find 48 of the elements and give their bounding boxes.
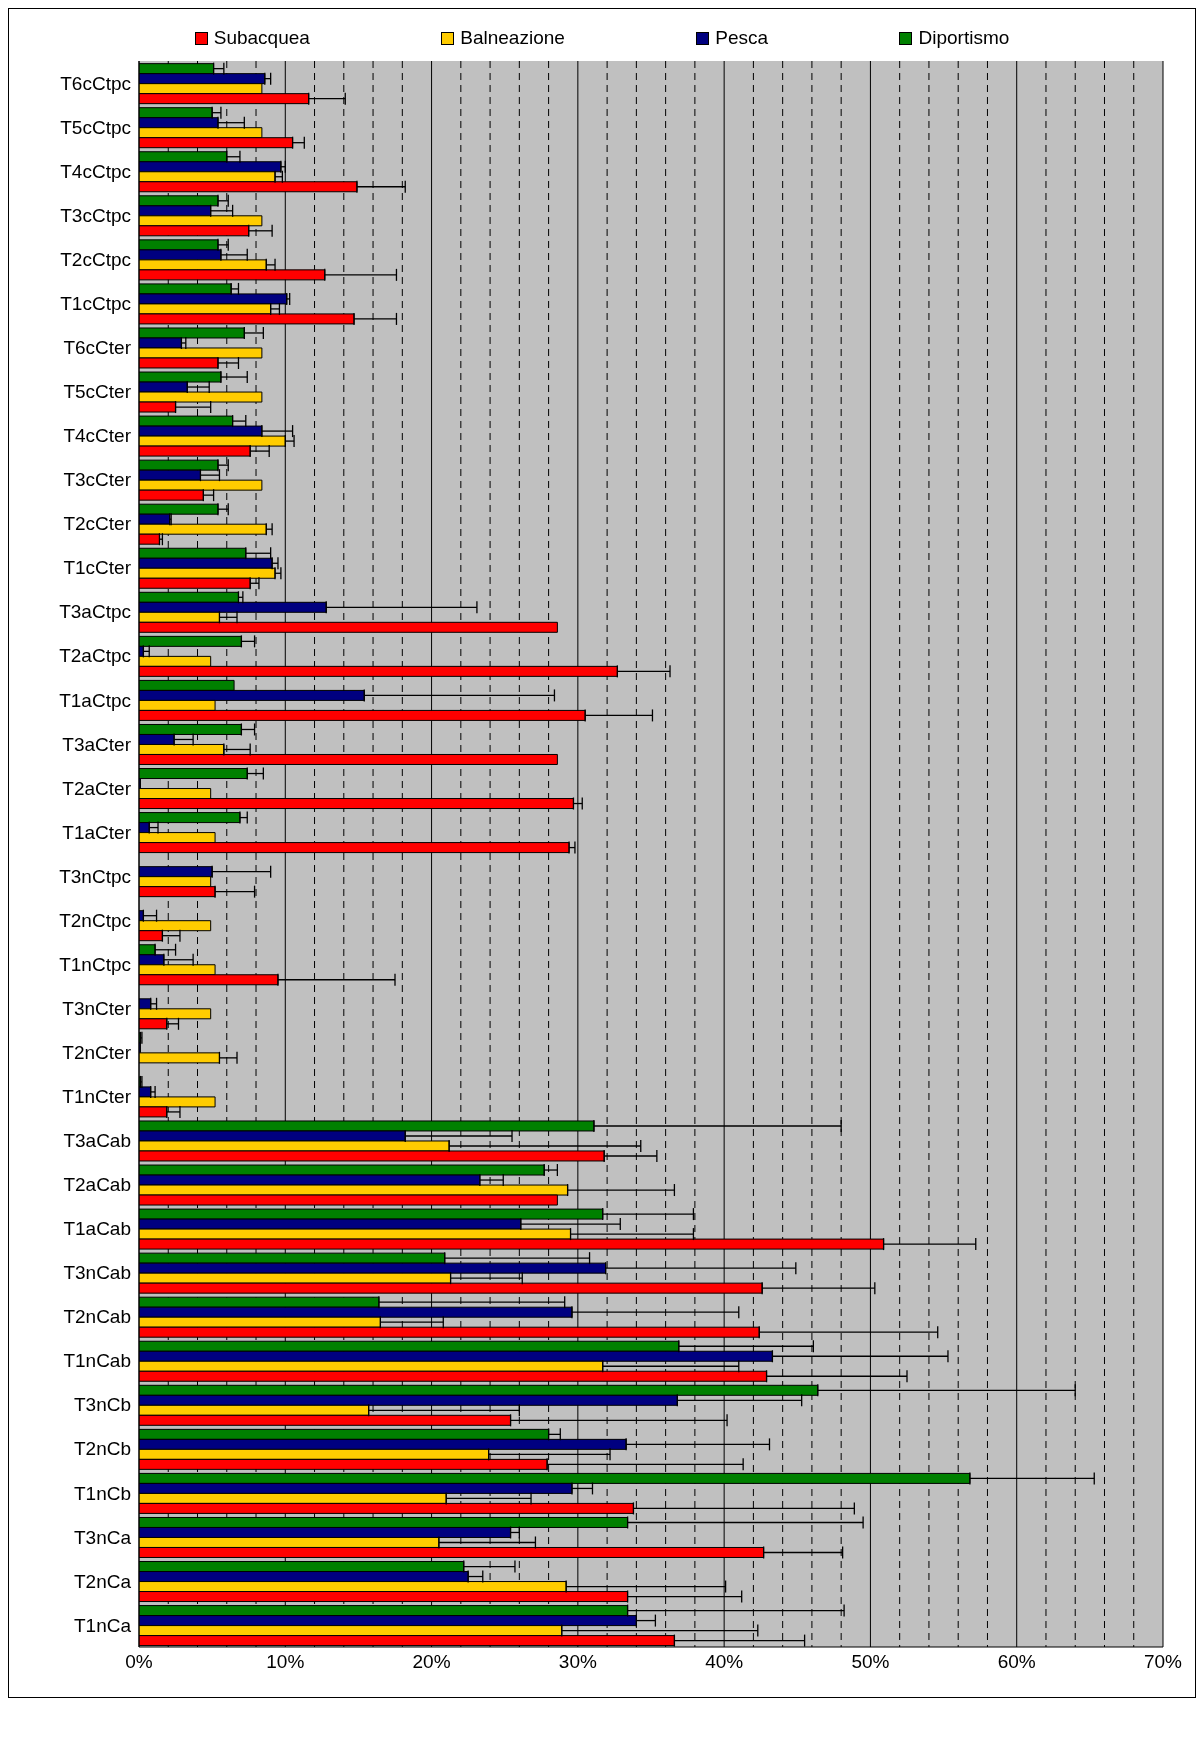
y-tick-label: T2cCter bbox=[63, 513, 132, 535]
x-tick-label: 40% bbox=[705, 1651, 744, 1673]
legend-label: Subacquea bbox=[213, 27, 310, 49]
y-tick-label: T1aCter bbox=[62, 821, 132, 843]
y-tick-label: T3cCtpc bbox=[60, 204, 131, 226]
y-tick-label: T2aCtpc bbox=[59, 645, 131, 667]
x-tick-label: 70% bbox=[1143, 1651, 1183, 1673]
y-tick-label: T2cCtpc bbox=[60, 248, 131, 270]
y-tick-label: T3aCter bbox=[62, 733, 132, 755]
y-tick-label: T1aCtpc bbox=[59, 689, 131, 711]
y-tick-label: T2aCab bbox=[63, 1174, 131, 1196]
x-tick-label: 30% bbox=[558, 1651, 597, 1673]
x-tick-label: 60% bbox=[997, 1651, 1036, 1673]
y-tick-label: T1nCtpc bbox=[59, 953, 131, 975]
legend-label: Diportismo bbox=[918, 27, 1010, 49]
x-tick-label: 10% bbox=[266, 1651, 305, 1673]
y-tick-label: T6cCtpc bbox=[60, 72, 131, 94]
y-tick-label: T1nCa bbox=[73, 1614, 132, 1636]
y-tick-label: T4cCter bbox=[63, 425, 132, 447]
y-tick-label: T1nCab bbox=[63, 1350, 131, 1372]
y-tick-label: T3nCb bbox=[73, 1394, 131, 1416]
legend-label: Pesca bbox=[715, 27, 769, 49]
y-tick-label: T2nCter bbox=[62, 1041, 132, 1063]
y-tick-label: T3cCter bbox=[63, 469, 132, 491]
y-tick-label: T2aCter bbox=[62, 777, 132, 799]
y-tick-label: T1nCb bbox=[73, 1482, 131, 1504]
y-tick-label: T3nCa bbox=[73, 1526, 132, 1548]
y-tick-label: T3nCter bbox=[62, 997, 132, 1019]
y-tick-label: T1aCab bbox=[63, 1218, 131, 1240]
y-tick-label: T6cCter bbox=[63, 337, 132, 359]
y-tick-label: T3nCtpc bbox=[59, 865, 131, 887]
y-tick-label: T3aCtpc bbox=[59, 601, 131, 623]
y-tick-label: T2nCa bbox=[73, 1570, 132, 1592]
x-tick-label: 0% bbox=[125, 1651, 153, 1673]
y-tick-label: T2nCab bbox=[63, 1306, 131, 1328]
legend-label: Balneazione bbox=[460, 27, 565, 49]
y-tick-label: T1nCter bbox=[62, 1086, 132, 1108]
y-tick-label: T4cCtpc bbox=[60, 160, 131, 182]
y-tick-label: T1cCtpc bbox=[60, 293, 131, 315]
y-tick-label: T5cCtpc bbox=[60, 116, 131, 138]
y-tick-label: T1cCter bbox=[63, 557, 132, 579]
y-tick-label: T2nCb bbox=[73, 1438, 131, 1460]
y-tick-label: T3aCab bbox=[63, 1130, 131, 1152]
y-tick-label: T3nCab bbox=[63, 1262, 131, 1284]
x-tick-label: 20% bbox=[412, 1651, 451, 1673]
y-tick-label: T2nCtpc bbox=[59, 909, 131, 931]
y-tick-label: T5cCter bbox=[63, 381, 132, 403]
x-tick-label: 50% bbox=[851, 1651, 890, 1673]
